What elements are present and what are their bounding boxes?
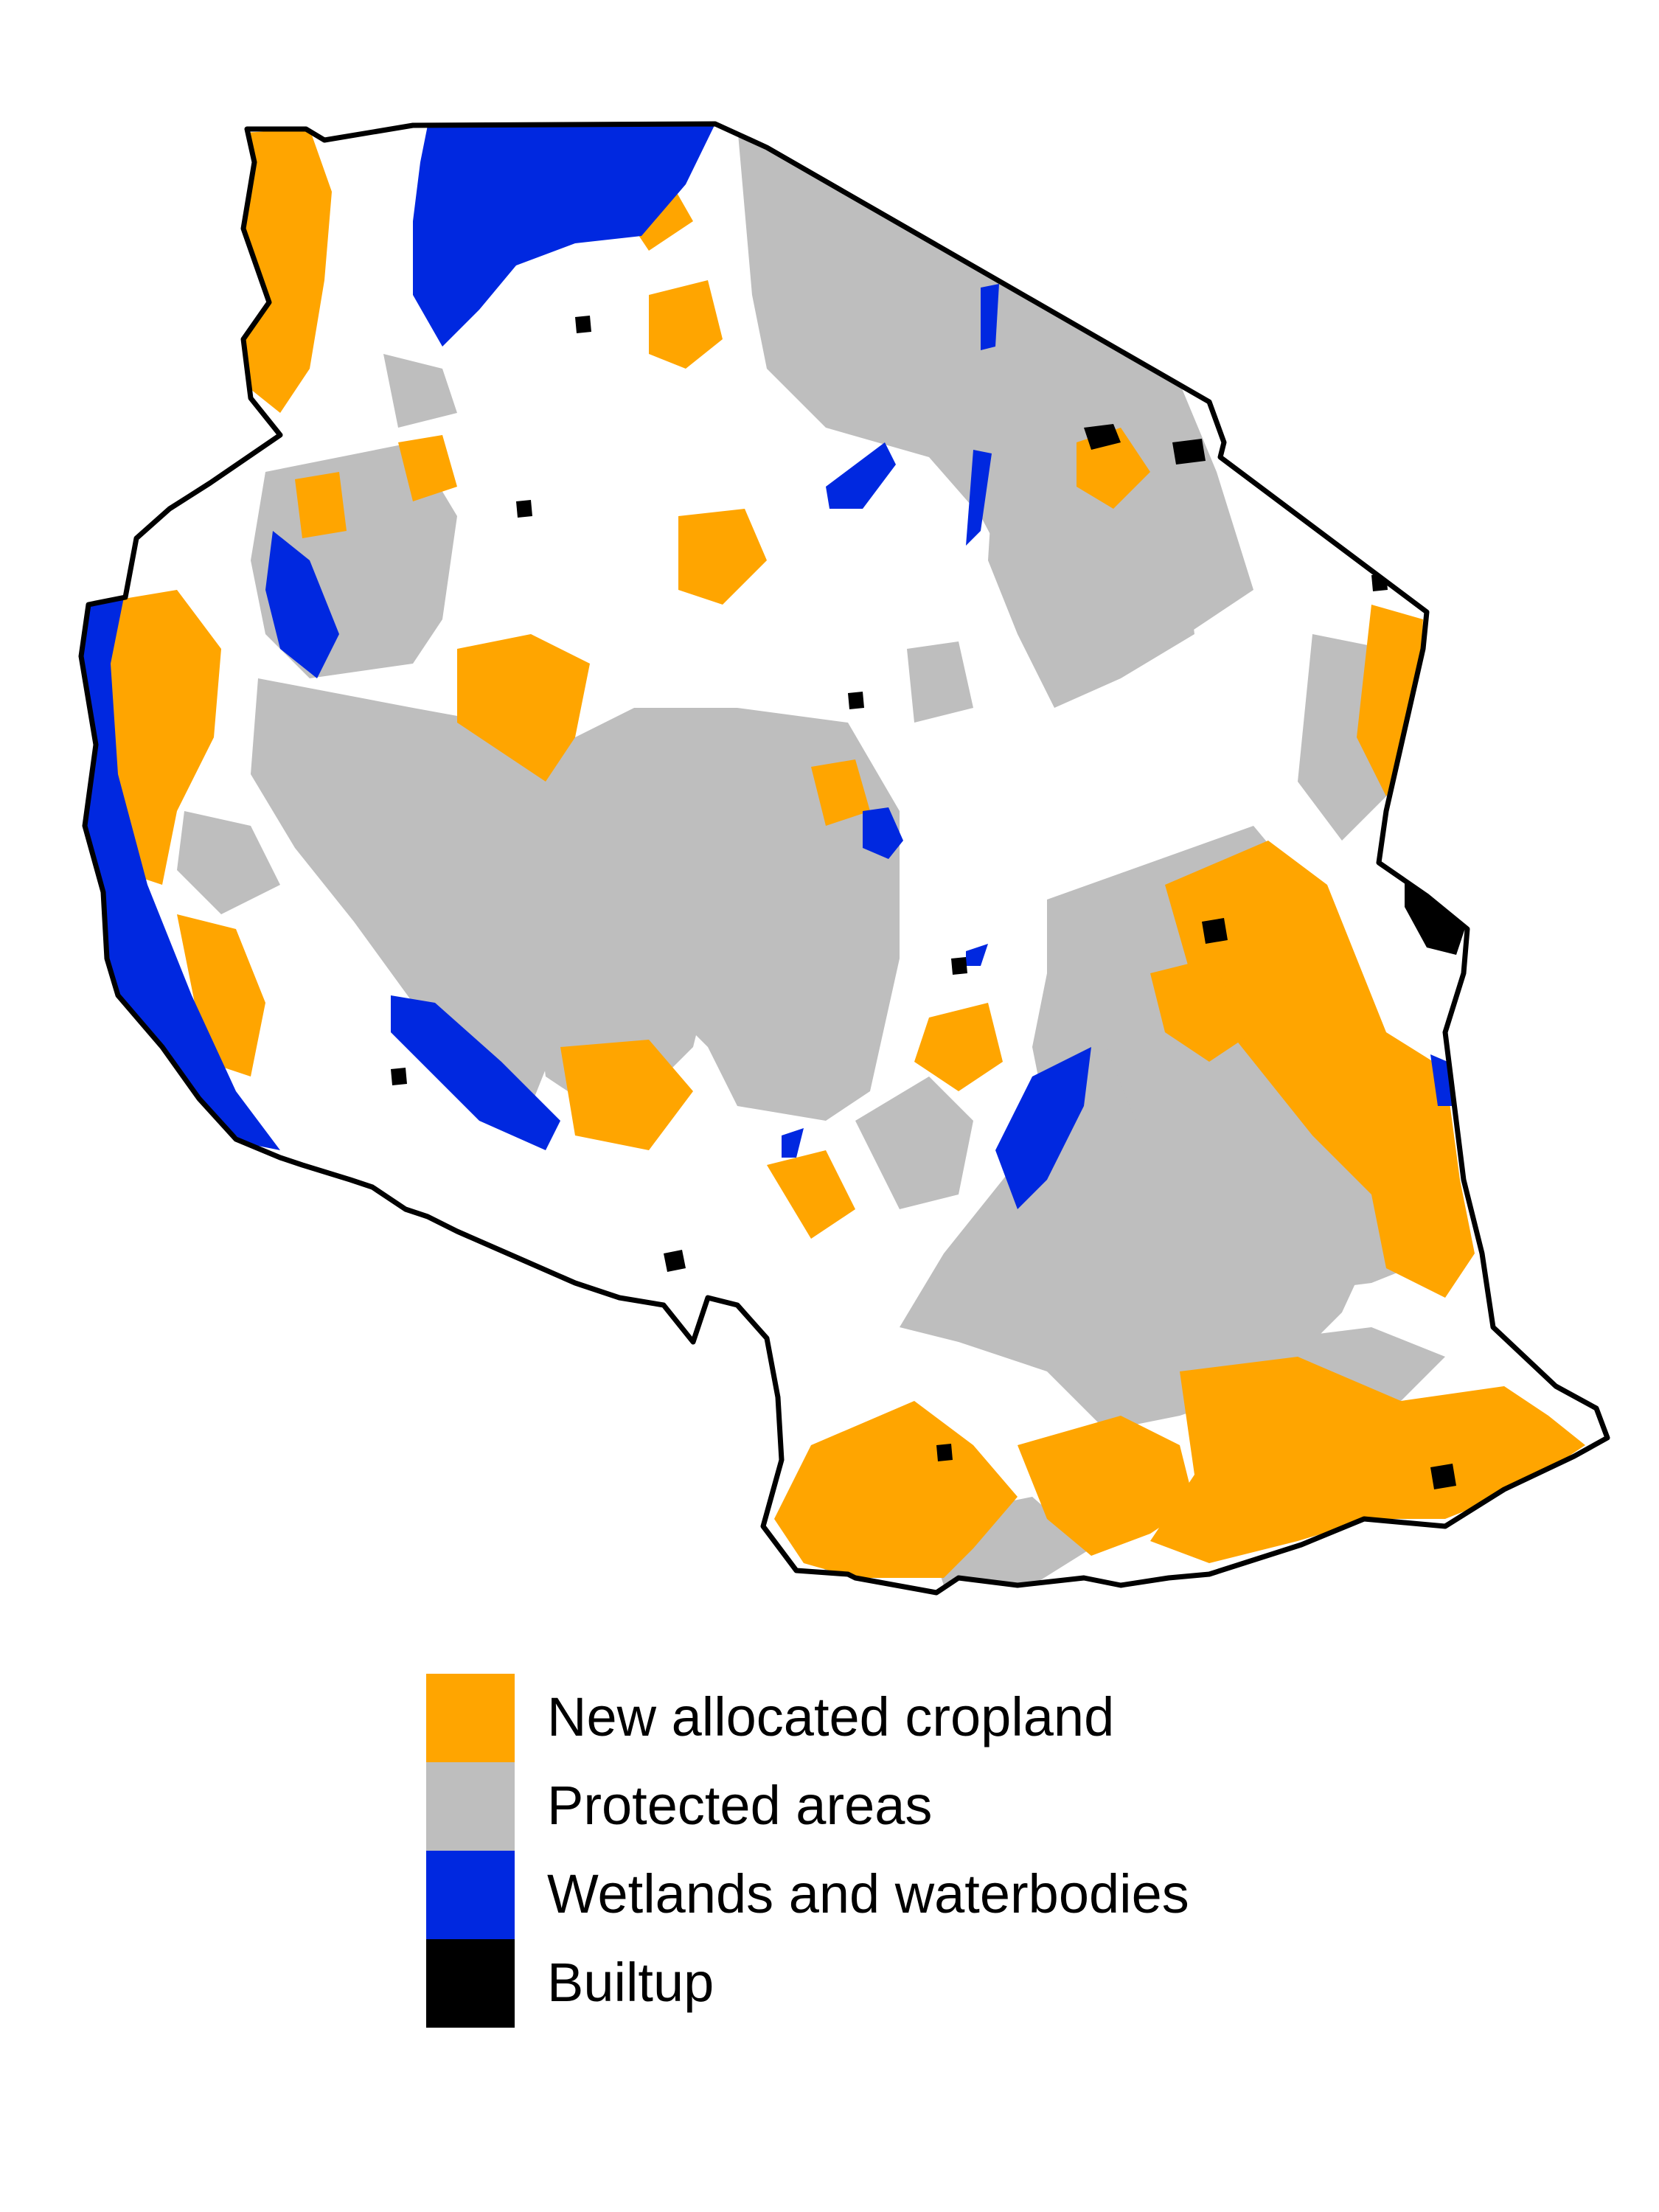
legend-label-protected: Protected areas (547, 1775, 933, 1836)
legend-label-water: Wetlands and waterbodies (547, 1863, 1189, 1924)
legend-swatch-protected (426, 1762, 515, 1851)
legend-label-cropland: New allocated cropland (547, 1686, 1115, 1747)
legend-swatch-builtup (426, 1939, 515, 2028)
legend-swatch-water (426, 1851, 515, 1939)
new-allocated-cropland (88, 129, 1585, 1578)
country-outline (78, 121, 1610, 1596)
map-panel (78, 121, 1610, 1596)
legend-label-builtup: Builtup (547, 1952, 714, 2013)
tanzania-map (78, 121, 1610, 1596)
legend-swatch-cropland (426, 1674, 515, 1762)
